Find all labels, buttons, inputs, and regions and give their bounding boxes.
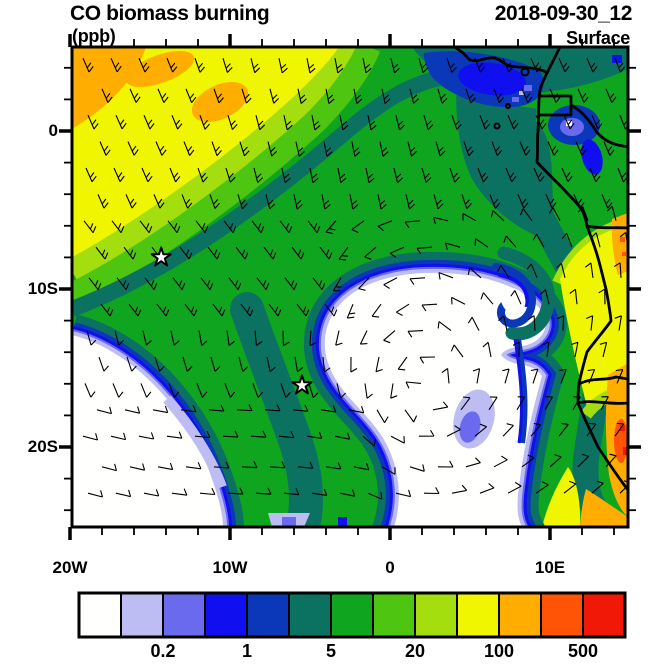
red-dot: [620, 237, 625, 242]
colorbar-cell: [246, 592, 290, 638]
colorbar-cell: [414, 592, 458, 638]
level-label: Surface: [566, 28, 630, 48]
star-markers: [150, 246, 313, 395]
map-plot: [72, 47, 628, 527]
colorbar-cell: [288, 592, 332, 638]
colorbar-border: [77, 591, 627, 639]
lon-label-20w: 20W: [52, 558, 88, 577]
hook-white-comma: [500, 288, 526, 314]
lon-label-10w: 10W: [212, 558, 248, 577]
blue-speck-ne: [612, 55, 622, 63]
lat-label-10s: 10S: [27, 279, 58, 298]
colorbar-tick-label: 20: [404, 641, 426, 661]
lavender-speck: [519, 91, 524, 95]
blue-bottom-patch: [338, 517, 347, 527]
colorbar-cell: [372, 592, 416, 638]
country-borders: [539, 47, 628, 405]
colorbar-cell: [330, 592, 374, 638]
violet-speck: [512, 97, 519, 102]
contour-yellow-inland: [560, 225, 628, 411]
blue-patch-guinea-inner: [458, 62, 526, 96]
colorbar-tick-label: 5: [325, 641, 336, 661]
red-dot: [622, 252, 626, 256]
colorbar-tick-label: 0.2: [150, 641, 176, 661]
lon-label-0: 0: [385, 558, 395, 577]
lavender-streak-sw: [163, 395, 227, 489]
blue-streak: [581, 139, 603, 175]
contour-orange-blob: [125, 50, 195, 88]
star-marker: [291, 374, 313, 395]
colorbar-cell: [456, 592, 500, 638]
colorbar-cell: [162, 592, 206, 638]
hook-blue-arc: [498, 273, 529, 307]
colorbar-tick-label: 100: [483, 641, 515, 661]
wind-barbs: [82, 57, 628, 500]
red-dot: [623, 447, 628, 455]
colorbar-cell: [498, 592, 542, 638]
colorbar-cell: [120, 592, 164, 638]
hook-teal-arc: [497, 246, 556, 341]
red-dot: [620, 425, 625, 431]
islands: [493, 67, 530, 130]
plot-title: CO biomass burning: [70, 2, 270, 25]
colorbar-tick-label: 500: [567, 641, 599, 661]
map-frame: [70, 45, 630, 529]
contour-orange-corner-se: [580, 489, 628, 527]
colorbar-cell: [582, 592, 626, 638]
hook-navy-streak: [515, 338, 528, 444]
axis-ticks: [59, 34, 641, 540]
lat-label-20s: 20S: [27, 437, 58, 456]
hook-blue-streak: [513, 338, 524, 444]
colorbar-cell: [540, 592, 584, 638]
island-principe: [505, 103, 511, 109]
units-label: (ppb): [72, 26, 116, 46]
plot-datetime: 2018-09-30_12: [494, 2, 633, 25]
violet-speck: [524, 85, 532, 91]
contour-yellow-nw: [72, 47, 357, 268]
island-bioko: [520, 67, 530, 77]
colorbar-tick-label: 1: [241, 641, 252, 661]
star-marker: [150, 246, 172, 267]
hook-navy-arc: [492, 263, 536, 328]
contour-orange-corner: [72, 47, 146, 129]
violet-bottom-patch: [282, 517, 296, 527]
lat-label-0: 0: [48, 121, 58, 140]
island-sao-tome: [493, 122, 501, 130]
colorbar-cell: [204, 592, 248, 638]
band-medium-green: [72, 47, 381, 306]
colorbar-cell: [78, 592, 122, 638]
lon-label-10e: 10E: [534, 558, 566, 577]
clear-air-gyre: [324, 272, 546, 527]
clear-air-sw: [72, 335, 223, 527]
violet-blob-se: [459, 411, 481, 443]
colorbar: [77, 591, 627, 639]
